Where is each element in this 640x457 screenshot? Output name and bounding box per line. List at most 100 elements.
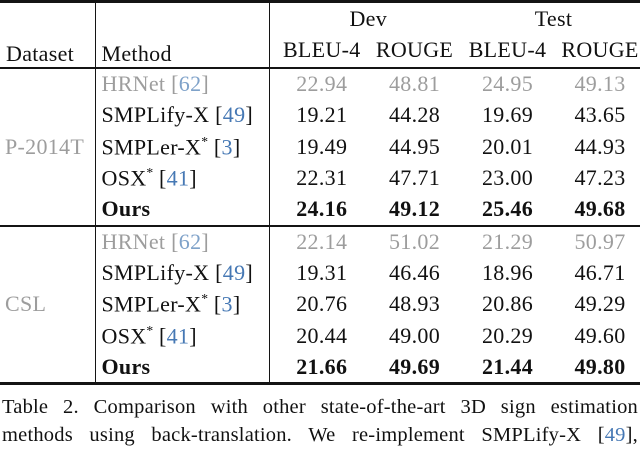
table-row: OSX* [41] 22.31 47.71 23.00 47.23 [0, 162, 640, 194]
caption-text-before: Table 2. Comparison with other state-of-… [2, 395, 638, 446]
metric-value: 20.29 [482, 322, 533, 348]
method-name: SMPLer-X [101, 133, 202, 159]
column-group-test: Test [534, 6, 573, 31]
metric-value: 48.81 [389, 71, 440, 97]
citation-link[interactable]: 3 [221, 291, 233, 317]
table-row: SMPLer-X* [3] 19.49 44.95 20.01 44.93 [0, 131, 640, 163]
metric-value: 24.95 [482, 71, 533, 97]
column-header-dataset: Dataset [0, 1, 96, 68]
metric-value: 22.31 [296, 165, 348, 191]
results-table: Dataset Method Dev Test BLEU-4 ROUGE BLE… [0, 0, 640, 385]
citation-link[interactable]: 41 [166, 165, 190, 191]
table-row: Ours 24.16 49.12 25.46 49.68 [0, 194, 640, 226]
metric-value: 44.95 [389, 133, 440, 159]
metric-value: 25.46 [482, 196, 533, 222]
caption-text-after: ], [625, 423, 638, 446]
metric-value: 46.46 [389, 259, 440, 285]
metric-value: 50.97 [574, 228, 626, 254]
citation-link[interactable]: 62 [178, 228, 202, 254]
method-name: HRNet [101, 228, 166, 254]
citation-link[interactable]: 41 [166, 322, 190, 348]
table-caption: Table 2. Comparison with other state-of-… [2, 393, 638, 449]
dataset-label: P-2014T [0, 68, 96, 226]
method-name: OSX [101, 322, 147, 348]
citation-link[interactable]: 3 [221, 133, 233, 159]
method-cell: OSX* [41] [95, 320, 270, 352]
metric-value: 44.93 [574, 133, 626, 159]
method-cell: HRNet [62] [95, 68, 270, 100]
citation-link[interactable]: 49 [222, 102, 246, 128]
table-group-1: CSL HRNet [62] 22.14 51.02 21.29 50.97 SMPLify… [0, 225, 640, 383]
table-header: Dataset Method Dev Test BLEU-4 ROUGE BLE… [0, 1, 640, 68]
metric-value: 24.16 [296, 196, 348, 222]
metric-value: 23.00 [482, 165, 533, 191]
metric-value: 43.65 [574, 102, 626, 128]
method-cell: SMPLify-X [49] [95, 257, 270, 289]
column-header-dev-bleu4: BLEU-4 [282, 36, 361, 62]
column-group-dev: Dev [349, 6, 388, 31]
method-cell: SMPLer-X* [3] [95, 131, 270, 163]
table-group-0: P-2014T HRNet [62] 22.94 48.81 24.95 49.13 SMP… [0, 68, 640, 226]
metric-value: 48.93 [389, 291, 440, 317]
metric-value: 22.94 [296, 71, 348, 97]
method-name: Ours [101, 353, 151, 379]
citation-link[interactable]: 49 [222, 259, 246, 285]
metric-value: 47.71 [389, 165, 440, 191]
method-name: Ours [101, 196, 151, 222]
metric-value: 49.69 [389, 353, 440, 379]
metric-value: 47.23 [574, 165, 626, 191]
superscript-star: * [201, 291, 209, 307]
column-header-test-rouge: ROUGE [561, 36, 639, 62]
metric-value: 51.02 [389, 228, 440, 254]
method-cell: SMPLer-X* [3] [95, 288, 270, 320]
metric-value: 20.44 [296, 322, 348, 348]
metric-value: 49.12 [389, 196, 440, 222]
metric-value: 21.29 [482, 228, 533, 254]
method-name: OSX [101, 165, 147, 191]
table-row: P-2014T HRNet [62] 22.94 48.81 24.95 49.13 [0, 68, 640, 226]
table-row: OSX* [41] 20.44 49.00 20.29 49.60 [0, 320, 640, 352]
table-row: SMPLify-X [49] 19.21 44.28 19.69 43.65 [0, 99, 640, 131]
citation-link[interactable]: 62 [178, 71, 202, 97]
metric-value: 22.14 [296, 228, 348, 254]
metric-value: 19.31 [296, 259, 348, 285]
metric-value: 49.29 [574, 291, 626, 317]
metric-value: 46.71 [574, 259, 626, 285]
superscript-star: * [146, 322, 154, 338]
metric-value: 49.80 [574, 353, 626, 379]
metric-value: 19.69 [482, 102, 533, 128]
metric-value: 20.01 [482, 133, 533, 159]
metric-value: 21.44 [482, 353, 533, 379]
metric-value: 20.86 [482, 291, 533, 317]
superscript-star: * [201, 133, 209, 149]
metric-value: 44.28 [389, 102, 440, 128]
metric-value: 49.60 [574, 322, 626, 348]
table-row: CSL HRNet [62] 22.14 51.02 21.29 50.97 [0, 225, 640, 383]
metric-value: 19.49 [296, 133, 348, 159]
metric-value: 18.96 [482, 259, 533, 285]
column-header-test-bleu4: BLEU-4 [468, 36, 547, 62]
method-name: SMPLify-X [101, 102, 210, 128]
table-row: Ours 21.66 49.69 21.44 49.80 [0, 351, 640, 383]
table-row: SMPLify-X [49] 19.31 46.46 18.96 46.71 [0, 257, 640, 289]
metric-value: 49.00 [389, 322, 440, 348]
citation-link[interactable]: 49 [604, 423, 626, 446]
metric-value: 19.21 [296, 102, 348, 128]
superscript-star: * [146, 165, 154, 181]
method-name: HRNet [101, 71, 166, 97]
metric-value: 49.68 [574, 196, 626, 222]
dataset-label: CSL [0, 225, 96, 383]
column-header-method: Method [95, 1, 270, 68]
method-cell: Ours [95, 351, 270, 383]
method-cell: Ours [95, 194, 270, 226]
method-name: SMPLify-X [101, 259, 210, 285]
metric-value: 49.13 [574, 71, 626, 97]
metric-value: 21.66 [296, 353, 348, 379]
column-header-dev-rouge: ROUGE [375, 36, 454, 62]
method-name: SMPLer-X [101, 291, 202, 317]
method-cell: SMPLify-X [49] [95, 99, 270, 131]
method-cell: HRNet [62] [95, 225, 270, 257]
metric-value: 20.76 [296, 291, 348, 317]
table-row: SMPLer-X* [3] 20.76 48.93 20.86 49.29 [0, 288, 640, 320]
